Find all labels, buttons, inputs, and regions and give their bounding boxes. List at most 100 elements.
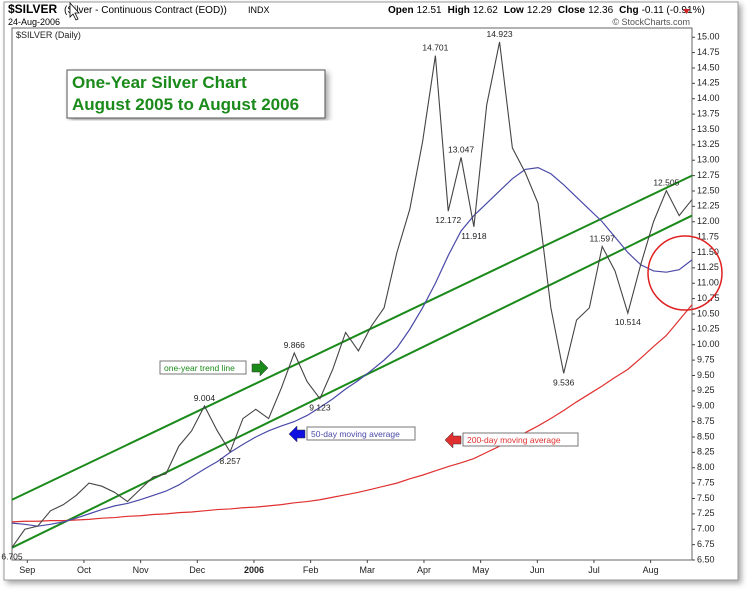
- y-tick-label: 14.00: [697, 93, 720, 103]
- x-tick-label: Jul: [588, 565, 600, 575]
- x-tick-label: Mar: [360, 565, 376, 575]
- x-tick-label: Aug: [643, 565, 659, 575]
- x-tick-label: Apr: [417, 565, 431, 575]
- trend-line: [11, 174, 693, 501]
- y-tick-label: 13.75: [697, 108, 720, 118]
- x-tick-label: May: [472, 565, 490, 575]
- y-tick-label: 13.00: [697, 155, 720, 165]
- trend-line: [11, 214, 693, 549]
- quote-label: Open: [388, 5, 414, 16]
- ma50-label: 50-day moving average: [311, 429, 400, 439]
- chart-subtitle: August 2005 to August 2006: [72, 95, 299, 114]
- value-label: 12.505: [653, 178, 679, 188]
- quote-value: 12.62: [473, 5, 498, 16]
- value-label: 11.918: [461, 231, 487, 241]
- y-tick-label: 10.25: [697, 324, 720, 334]
- y-tick-label: 12.75: [697, 170, 720, 180]
- y-tick-label: 8.50: [697, 431, 715, 441]
- x-tick-label: Dec: [189, 565, 206, 575]
- chart-title: One-Year Silver Chart: [72, 73, 247, 92]
- title-box: [66, 69, 326, 119]
- y-tick-label: 14.75: [697, 47, 720, 57]
- quote: Open 12.51 High 12.62 Low 12.29 Close 12.36 Chg -…: [388, 5, 705, 16]
- date: 24-Aug-2006: [8, 17, 60, 27]
- quote-value: 12.29: [527, 5, 552, 16]
- ma200-arrow: [444, 431, 462, 449]
- ma200-label: 200-day moving average: [467, 435, 561, 445]
- value-label: 11.597: [590, 234, 616, 244]
- y-tick-label: 10.75: [697, 293, 720, 303]
- plot-layer: 6.50 6.75 7.00 7.25 7.50 7.75 8.00 8.25 8.50 8.75…: [1, 29, 719, 575]
- quote-value: 12.51: [417, 5, 442, 16]
- y-tick-label: 11.75: [697, 231, 719, 241]
- value-label: 13.047: [448, 144, 474, 154]
- y-tick-label: 11.00: [697, 278, 719, 288]
- y-tick-label: 8.00: [697, 462, 715, 472]
- highlight-circle: [647, 235, 723, 311]
- quote-value: 12.36: [588, 5, 613, 16]
- y-tick-label: 9.25: [697, 385, 715, 395]
- trend-arrow: [251, 359, 269, 377]
- chart-label: $SILVER (Daily): [16, 30, 81, 40]
- y-tick-label: 7.00: [697, 524, 715, 534]
- y-tick-label: 8.25: [697, 447, 715, 457]
- value-label: 12.172: [435, 215, 461, 225]
- y-tick-label: 7.75: [697, 477, 715, 487]
- y-tick-label: 6.50: [697, 554, 715, 564]
- ma50-label-box: [306, 426, 416, 441]
- y-tick-label: 9.50: [697, 370, 715, 380]
- y-tick-label: 12.50: [697, 185, 720, 195]
- y-tick-label: 14.50: [697, 62, 720, 72]
- trend-label: one-year trend line: [164, 363, 235, 373]
- value-label: 10.514: [615, 317, 641, 327]
- y-tick-label: 14.25: [697, 78, 720, 88]
- value-label: 9.123: [309, 403, 331, 413]
- value-label: 9.866: [284, 340, 306, 350]
- y-tick-label: 7.50: [697, 493, 715, 503]
- y-tick-label: 12.25: [697, 201, 720, 211]
- value-label: 14.701: [422, 43, 448, 53]
- x-tick-label: Feb: [303, 565, 319, 575]
- quote-label: High: [448, 5, 470, 16]
- ma50-arrow: [288, 425, 306, 443]
- value-label: 9.536: [553, 377, 575, 387]
- cursor: [69, 1, 80, 21]
- x-tick-label: Oct: [77, 565, 92, 575]
- series-line: [11, 304, 693, 523]
- symbol: $SILVER: [8, 2, 57, 16]
- value-label: 6.705: [1, 551, 23, 561]
- y-tick-label: 9.00: [697, 401, 715, 411]
- x-tick-label: Nov: [133, 565, 150, 575]
- y-tick-label: 8.75: [697, 416, 715, 426]
- y-tick-label: 11.25: [697, 262, 719, 272]
- value-label: 9.004: [194, 393, 216, 403]
- y-tick-label: 9.75: [697, 354, 715, 364]
- exchange: INDX: [248, 5, 270, 15]
- y-tick-label: 10.00: [697, 339, 720, 349]
- x-tick-label: 2006: [244, 565, 264, 575]
- quote-label: Close: [558, 5, 586, 16]
- x-tick-label: Jun: [530, 565, 545, 575]
- y-tick-label: 15.00: [697, 32, 720, 42]
- ma200-label-box: [462, 432, 579, 447]
- quote-value: -0.11 (-0.91%): [642, 5, 705, 16]
- value-label: 8.257: [219, 456, 241, 466]
- quote-label: Chg: [619, 5, 638, 16]
- x-tick-label: Sep: [19, 565, 35, 575]
- trend-label-box: [159, 360, 247, 375]
- down-arrow: [683, 9, 690, 14]
- value-label: 14.923: [487, 29, 513, 39]
- y-tick-label: 13.50: [697, 124, 720, 134]
- series-line: [11, 41, 693, 548]
- credit: © StockCharts.com: [612, 17, 690, 27]
- y-tick-label: 6.75: [697, 539, 715, 549]
- series-line: [11, 166, 693, 527]
- quote-label: Low: [504, 5, 524, 16]
- y-tick-label: 11.50: [697, 247, 719, 257]
- y-tick-label: 7.25: [697, 508, 715, 518]
- y-tick-label: 10.50: [697, 308, 720, 318]
- y-tick-label: 12.00: [697, 216, 720, 226]
- description: (Silver - Continuous Contract (EOD)): [64, 5, 227, 16]
- y-tick-label: 13.25: [697, 139, 720, 149]
